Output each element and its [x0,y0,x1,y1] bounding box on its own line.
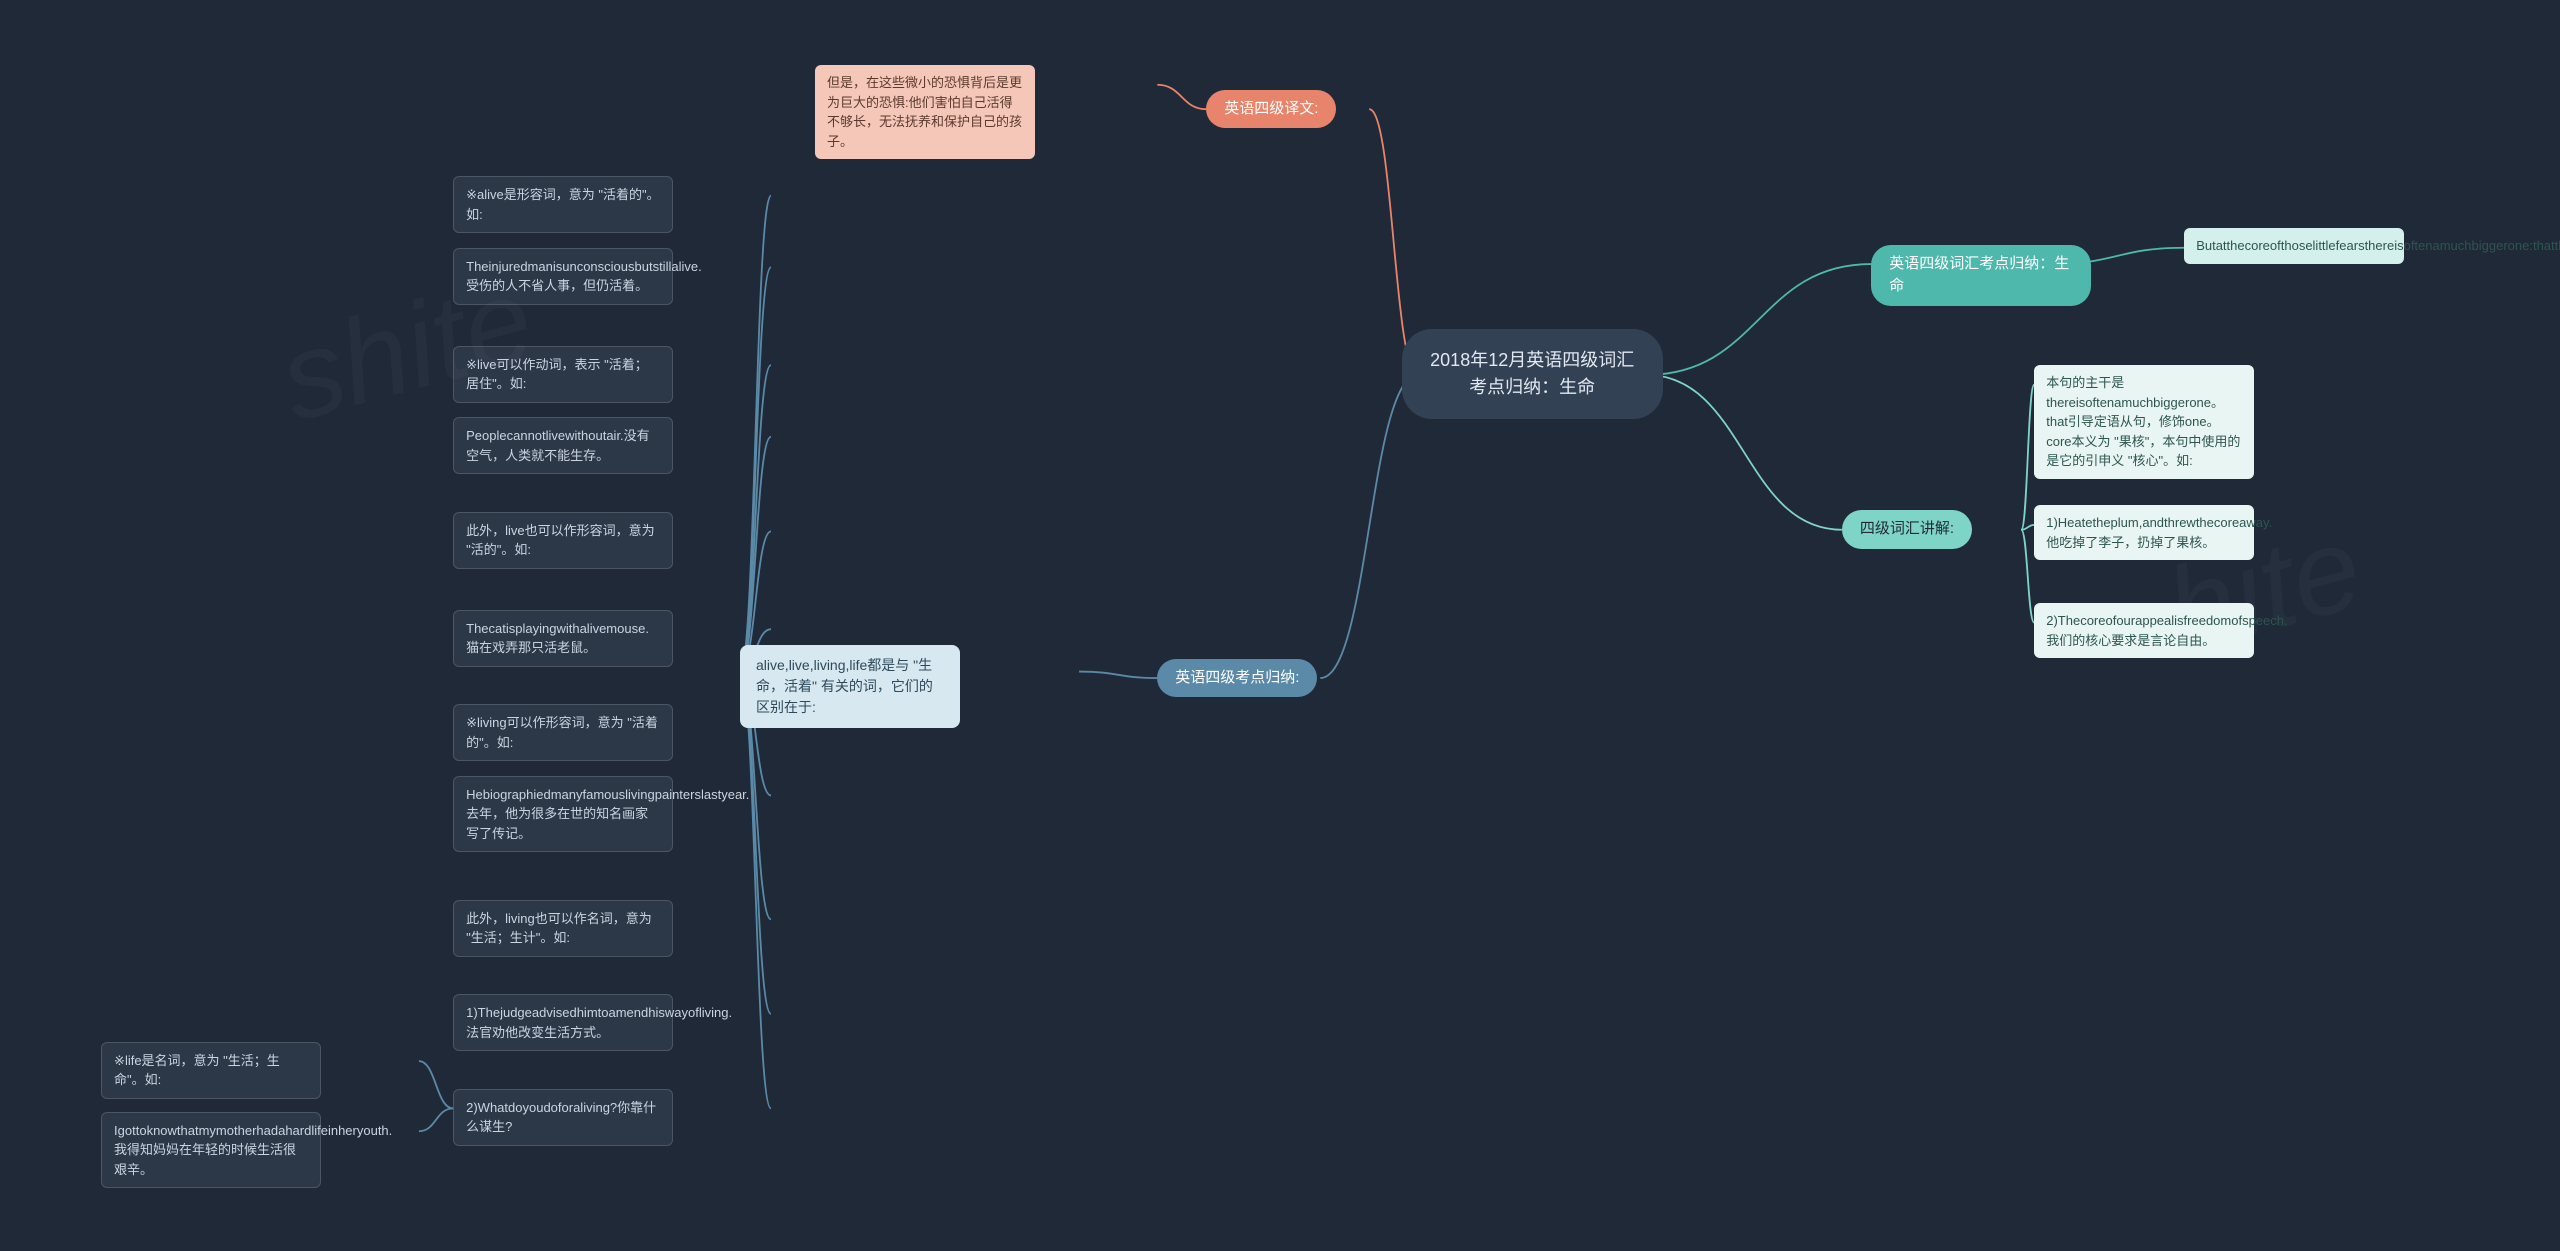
leaf-b4-5: Thecatisplayingwithalivemouse.猫在戏弄那只活老鼠。 [453,610,673,667]
leaf-b3-2: 2)Thecoreofourappealisfreedomofspeech.我们… [2034,603,2254,658]
leaf-b4-6: ※living可以作形容词，意为 "活着的"。如: [453,704,673,761]
sub-b4: alive,live,living,life都是与 "生命，活着" 有关的词，它… [740,645,960,728]
branch-b2: 英语四级词汇考点归纳：生命 [1871,245,2091,306]
leaf-b4-10: 2)Whatdoyoudoforaliving?你靠什么谋生? [453,1089,673,1146]
leaf-b4-8: 此外，living也可以作名词，意为 "生活；生计"。如: [453,900,673,957]
branch-b3: 四级词汇讲解: [1842,510,1972,549]
leaf-b4-10-1: Igottoknowthatmymotherhadahardlifeinhery… [101,1112,321,1189]
leaf-b4-0: ※alive是形容词，意为 "活着的"。如: [453,176,673,233]
leaf-b4-10-0: ※life是名词，意为 "生活；生命"。如: [101,1042,321,1099]
branch-b1: 英语四级译文: [1206,90,1336,129]
branch-b4: 英语四级考点归纳: [1157,659,1317,698]
leaf-b4-3: Peoplecannotlivewithoutair.没有空气，人类就不能生存。 [453,417,673,474]
leaf-b4-9: 1)Thejudgeadvisedhimtoamendhiswayoflivin… [453,994,673,1051]
leaf-b4-2: ※live可以作动词，表示 "活着；居住"。如: [453,346,673,403]
leaf-b4-1: Theinjuredmanisunconsciousbutstillalive.… [453,248,673,305]
leaf-b3-1: 1)Heatetheplum,andthrewthecoreaway.他吃掉了李… [2034,505,2254,560]
leaf-b4-7: Hebiographiedmanyfamouslivingpainterslas… [453,776,673,853]
leaf-b4-4: 此外，live也可以作形容词，意为 "活的"。如: [453,512,673,569]
leaf-b1-0: 但是，在这些微小的恐惧背后是更为巨大的恐惧:他们害怕自己活得不够长，无法抚养和保… [815,65,1035,159]
root-node: 2018年12月英语四级词汇考点归纳：生命 [1402,329,1663,419]
leaf-b2-0: Butatthecoreofthoselittlefearsthereisoft… [2184,228,2404,264]
leaf-b3-0: 本句的主干是thereisoftenamuchbiggerone。that引导定… [2034,365,2254,479]
